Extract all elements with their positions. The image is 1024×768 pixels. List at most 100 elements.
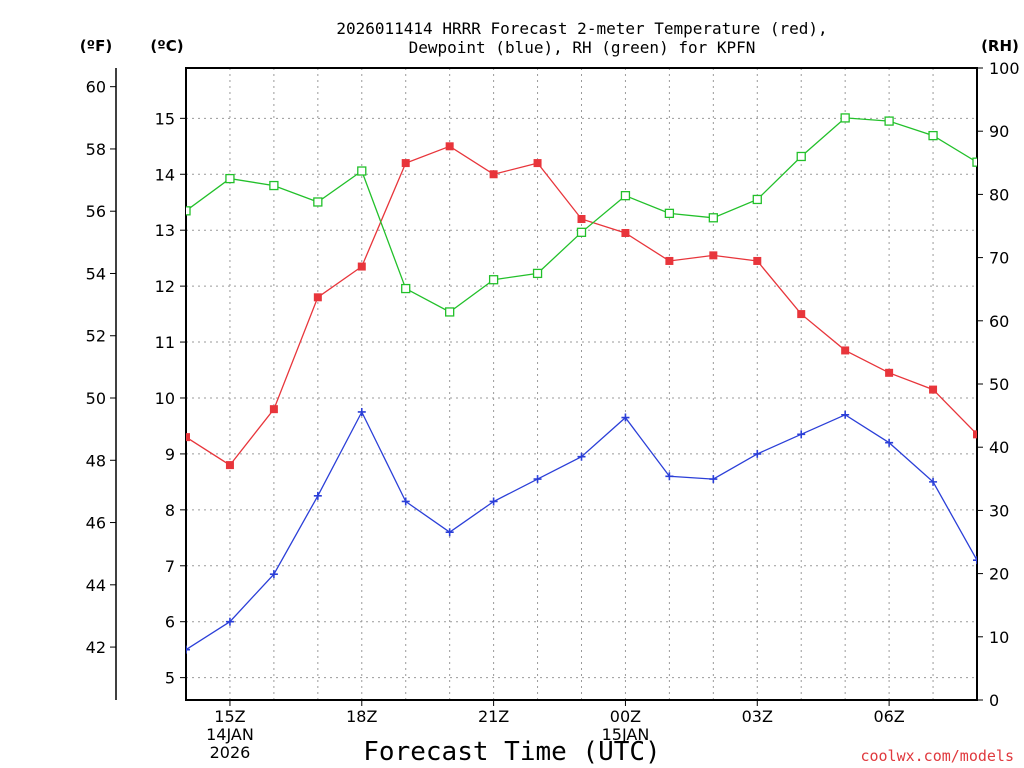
temperature-point <box>445 142 454 151</box>
x-tick-label: 15JAN <box>602 725 650 744</box>
celsius-tick-label: 14 <box>155 165 175 184</box>
rh-point <box>972 157 977 167</box>
temperature-point <box>489 170 498 179</box>
x-tick-label: 18Z <box>346 707 377 726</box>
dewpoint-point <box>445 528 454 537</box>
celsius-tick-label: 6 <box>165 613 175 632</box>
celsius-tick-label: 10 <box>155 389 175 408</box>
fahrenheit-tick-label: 58 <box>86 140 106 159</box>
celsius-tick-label: 12 <box>155 277 175 296</box>
rh-point <box>620 191 631 201</box>
rh-series <box>186 113 977 317</box>
x-tick-label: 06Z <box>873 707 904 726</box>
fahrenheit-tick-label: 52 <box>86 327 106 346</box>
fahrenheit-tick-label: 54 <box>86 264 106 283</box>
temperature-point <box>929 385 938 394</box>
rh-point <box>186 206 191 216</box>
dewpoint-point <box>225 617 234 626</box>
temperature-point <box>841 346 850 355</box>
credit-text[interactable]: coolwx.com/models <box>860 747 1014 765</box>
celsius-tick-label: 13 <box>155 221 175 240</box>
series-layer <box>186 113 977 654</box>
dewpoint-point <box>401 497 410 506</box>
dewpoint-point <box>186 645 190 654</box>
rh-tick-label: 90 <box>989 122 1009 141</box>
dewpoint-point <box>797 430 806 439</box>
dewpoint-series <box>186 407 977 654</box>
temperature-point <box>269 405 278 414</box>
rh-point <box>884 116 894 126</box>
axes: 5678910111213141542444648505254565860010… <box>86 59 1020 762</box>
temperature-point <box>973 430 977 439</box>
dewpoint-point <box>269 570 278 579</box>
fahrenheit-tick-label: 44 <box>86 576 106 595</box>
rh-tick-label: 40 <box>989 438 1009 457</box>
fahrenheit-tick-label: 56 <box>86 202 106 221</box>
temperature-point <box>709 251 718 260</box>
x-tick-label: 00Z <box>610 707 641 726</box>
plot-border <box>185 67 978 701</box>
rh-tick-label: 20 <box>989 565 1009 584</box>
rh-point <box>357 166 367 176</box>
dewpoint-point <box>665 472 674 481</box>
rh-point <box>840 113 850 123</box>
dewpoint-point <box>709 475 718 484</box>
dewpoint-point <box>577 452 586 461</box>
celsius-tick-label: 7 <box>165 557 175 576</box>
dewpoint-point <box>929 477 938 486</box>
rh-point <box>269 180 279 191</box>
dewpoint-point <box>357 407 366 416</box>
rh-point <box>752 194 762 205</box>
chart-title-line1: 2026011414 HRRR Forecast 2-meter Tempera… <box>336 19 827 38</box>
x-axis-label: Forecast Time (UTC) <box>363 737 660 767</box>
temperature-point <box>885 368 894 377</box>
rh-tick-label: 60 <box>989 312 1009 331</box>
temperature-point <box>797 310 806 319</box>
fahrenheit-tick-label: 42 <box>86 638 106 657</box>
fahrenheit-tick-label: 60 <box>86 78 106 97</box>
rh-tick-label: 100 <box>989 59 1020 78</box>
fahrenheit-tick-label: 50 <box>86 389 106 408</box>
temperature-point <box>186 433 190 442</box>
rh-point <box>225 173 235 184</box>
rh-point <box>796 151 806 162</box>
celsius-tick-label: 15 <box>155 109 175 128</box>
rh-point <box>488 275 499 285</box>
temperature-point <box>665 256 674 265</box>
dewpoint-point <box>313 491 322 500</box>
rh-unit-label: (RH) <box>981 37 1019 55</box>
dewpoint-point <box>885 438 894 447</box>
temperature-point <box>533 159 542 168</box>
dewpoint-point <box>753 449 762 458</box>
rh-tick-label: 80 <box>989 185 1009 204</box>
temperature-point <box>577 215 586 224</box>
x-tick-label: 14JAN <box>206 725 254 744</box>
dewpoint-point <box>973 556 977 565</box>
rh-tick-label: 70 <box>989 249 1009 268</box>
rh-tick-label: 50 <box>989 375 1009 394</box>
rh-point <box>664 208 675 219</box>
rh-tick-label: 0 <box>989 691 999 710</box>
celsius-tick-label: 5 <box>165 669 175 688</box>
temperature-point <box>401 159 410 168</box>
x-tick-label: 21Z <box>478 707 509 726</box>
temperature-point <box>357 262 366 271</box>
fahrenheit-tick-label: 46 <box>86 514 106 533</box>
rh-point <box>708 213 718 223</box>
temperature-point <box>313 293 322 302</box>
dewpoint-point <box>489 497 498 506</box>
dewpoint-point <box>841 410 850 419</box>
fahrenheit-unit-label: (ºF) <box>80 37 112 55</box>
dewpoint-point <box>621 413 630 422</box>
fahrenheit-tick-label: 48 <box>86 451 106 470</box>
dewpoint-point <box>533 475 542 484</box>
celsius-tick-label: 11 <box>155 333 175 352</box>
celsius-tick-label: 9 <box>165 445 175 464</box>
x-tick-label: 2026 <box>210 743 251 762</box>
celsius-tick-label: 8 <box>165 501 175 520</box>
rh-point <box>928 130 938 141</box>
rh-point <box>532 268 543 279</box>
celsius-unit-label: (ºC) <box>150 37 183 55</box>
chart-title-line2: Dewpoint (blue), RH (green) for KPFN <box>409 38 756 57</box>
